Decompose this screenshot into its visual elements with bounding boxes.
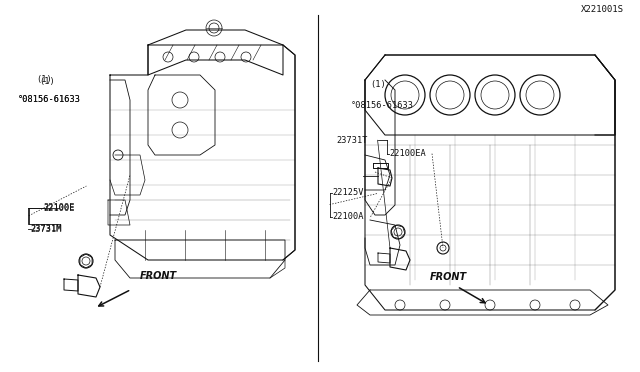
Text: °08156-61633: °08156-61633 — [17, 95, 80, 104]
Text: (1): (1) — [36, 75, 52, 84]
Text: 22125V: 22125V — [332, 188, 364, 197]
Text: °08156-61633: °08156-61633 — [17, 95, 80, 104]
Text: 22100A: 22100A — [332, 212, 364, 221]
Text: FRONT: FRONT — [430, 272, 467, 282]
Text: X221001S: X221001S — [581, 5, 624, 14]
Text: 22100E: 22100E — [44, 203, 75, 212]
Text: (1): (1) — [370, 80, 386, 89]
Text: (1): (1) — [40, 77, 56, 86]
Text: 22100E: 22100E — [44, 204, 75, 213]
Text: 23731T: 23731T — [337, 136, 368, 145]
Text: 23731M: 23731M — [31, 225, 62, 234]
Text: 23731M: 23731M — [31, 224, 62, 233]
Text: FRONT: FRONT — [140, 271, 177, 281]
Text: °08156-61633: °08156-61633 — [351, 101, 413, 110]
Text: 22100EA: 22100EA — [389, 149, 426, 158]
